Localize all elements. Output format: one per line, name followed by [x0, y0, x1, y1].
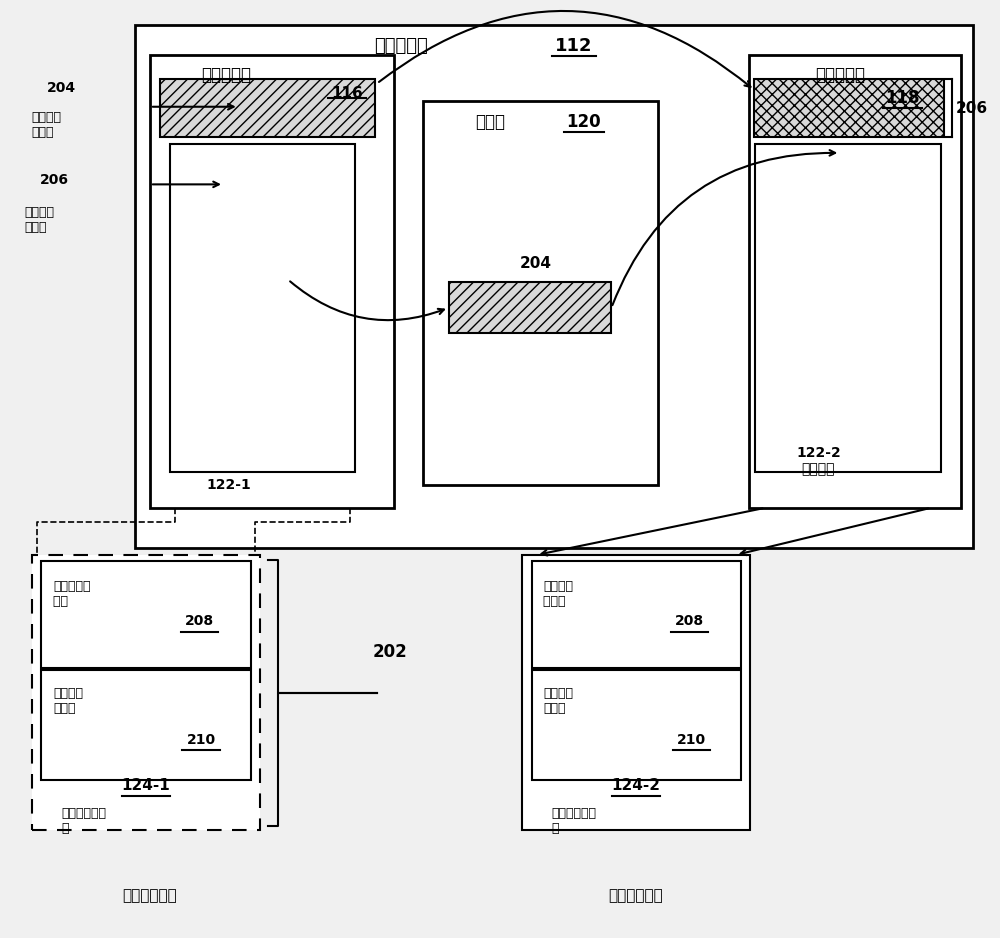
Text: 202: 202 [372, 643, 407, 661]
Bar [32, 555, 260, 830]
Bar [522, 555, 750, 830]
Text: 118: 118 [885, 88, 920, 107]
Bar [532, 671, 741, 779]
Bar [423, 101, 658, 485]
Text: 208: 208 [185, 614, 214, 628]
Text: 120: 120 [567, 113, 601, 130]
Text: 逻辑到物理映
射: 逻辑到物理映 射 [61, 808, 106, 835]
Text: 208: 208 [675, 614, 704, 628]
Text: 210: 210 [677, 733, 706, 747]
Text: 124-1: 124-1 [122, 779, 170, 794]
Text: 206: 206 [955, 100, 987, 115]
Bar [41, 671, 251, 779]
Text: （复制之前）: （复制之前） [123, 888, 177, 903]
Bar [160, 79, 375, 137]
Text: 部分坏块: 部分坏块 [802, 462, 835, 476]
Text: 数据的第
一部分: 数据的第 一部分 [32, 112, 62, 140]
Bar [754, 79, 944, 137]
Text: 第一逻辑
地址集: 第一逻辑 地址集 [543, 580, 574, 608]
Text: 122-1: 122-1 [206, 477, 251, 492]
Text: 124-2: 124-2 [612, 779, 661, 794]
Text: 122-2: 122-2 [796, 446, 841, 461]
Text: 第二逻辑
地址集: 第二逻辑 地址集 [53, 688, 83, 715]
Bar [748, 55, 961, 507]
Text: 204: 204 [520, 256, 552, 271]
Text: 数据的第
二部分: 数据的第 二部分 [25, 205, 55, 234]
Text: 缓存器: 缓存器 [475, 113, 505, 130]
Text: 逻辑到物理映
射: 逻辑到物理映 射 [551, 808, 596, 835]
Text: 210: 210 [187, 733, 216, 747]
Bar [150, 55, 394, 507]
Bar [755, 144, 941, 472]
Bar [41, 562, 251, 668]
Text: 固态存储器: 固态存储器 [375, 37, 428, 54]
Text: 第二逻辑
地址集: 第二逻辑 地址集 [543, 688, 573, 715]
Text: 112: 112 [555, 37, 593, 54]
Text: 204: 204 [47, 82, 76, 96]
Text: 第一逻辑地
址集: 第一逻辑地 址集 [53, 580, 91, 608]
Text: 第二存储器: 第二存储器 [815, 67, 865, 84]
Bar [135, 25, 973, 548]
Text: 206: 206 [40, 173, 69, 187]
Bar [170, 144, 355, 472]
Text: （复制之后）: （复制之后） [609, 888, 663, 903]
Bar [532, 562, 741, 668]
Text: 116: 116 [331, 86, 363, 101]
Bar [449, 282, 611, 333]
Text: 第一存储器: 第一存储器 [201, 67, 251, 84]
